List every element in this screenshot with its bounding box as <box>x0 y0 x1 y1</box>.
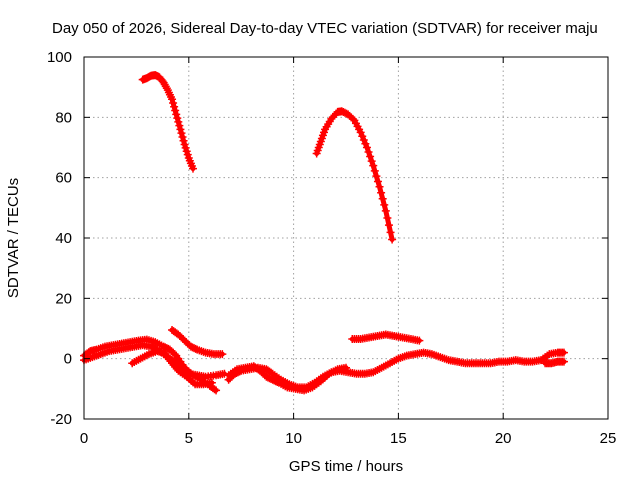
x-axis-label: GPS time / hours <box>289 458 403 475</box>
data-point <box>559 348 568 357</box>
data-point <box>178 132 187 141</box>
data-point <box>342 363 350 372</box>
data-point <box>188 164 197 173</box>
data-point <box>364 148 373 157</box>
data-point <box>366 152 375 161</box>
y-tick-label: 100 <box>47 49 72 66</box>
data-point <box>183 368 192 377</box>
data-point <box>162 84 171 93</box>
data-point <box>372 172 381 181</box>
x-tick-label: 10 <box>285 430 302 447</box>
data-point <box>207 378 216 387</box>
data-point <box>559 357 568 366</box>
data-point <box>388 235 397 244</box>
data-point <box>386 228 395 237</box>
x-tick-label: 15 <box>390 430 407 447</box>
x-tick-label: 25 <box>600 430 617 447</box>
data-point <box>173 114 182 123</box>
data-point <box>384 221 393 230</box>
data-point <box>359 135 368 144</box>
data-point <box>171 106 180 115</box>
data-point <box>380 200 389 209</box>
y-tick-label: 80 <box>55 109 72 126</box>
data-point <box>177 129 186 138</box>
data-point <box>377 188 386 197</box>
series-arc-high-1 <box>138 71 197 173</box>
axis-ticks: 0 5 10 15 20 25 -20 0 20 40 60 80 100 <box>47 49 616 447</box>
data-point <box>378 194 387 203</box>
data-point <box>367 157 376 166</box>
data-point <box>358 132 367 141</box>
data-point <box>370 166 379 175</box>
x-tick-label: 0 <box>80 430 88 447</box>
data-point <box>168 95 177 104</box>
data-point <box>176 125 185 134</box>
data-point <box>210 385 219 394</box>
series-arc-low-h <box>541 357 568 368</box>
series-arc-low-d <box>128 347 229 381</box>
data-point <box>362 143 371 152</box>
data-point <box>361 139 370 148</box>
y-tick-label: 0 <box>64 351 72 368</box>
data-point <box>212 386 221 395</box>
data-point <box>170 102 179 111</box>
chart-title: Day 050 of 2026, Sidereal Day-to-day VTE… <box>52 20 598 37</box>
y-tick-label: 40 <box>55 230 72 247</box>
data-point <box>381 206 390 215</box>
x-tick-label: 5 <box>185 430 193 447</box>
y-tick-label: 20 <box>55 290 72 307</box>
y-tick-label: -20 <box>50 411 72 428</box>
data-point <box>356 128 365 137</box>
data-point <box>179 136 188 145</box>
data-point <box>383 214 392 223</box>
data-point <box>348 114 357 123</box>
data-point <box>369 161 378 170</box>
data-point <box>375 182 384 191</box>
data-point <box>218 350 227 359</box>
data-point <box>172 110 181 119</box>
y-tick-label: 60 <box>55 170 72 187</box>
data-point <box>191 344 200 353</box>
data-point <box>170 350 179 359</box>
data-point <box>373 177 382 186</box>
series-arc-low-f <box>224 362 350 395</box>
data-point <box>273 378 282 387</box>
data-point <box>174 117 183 126</box>
series-arc-low-c <box>168 326 227 359</box>
data-point <box>415 336 424 345</box>
y-axis-label: SDTVAR / TECUs <box>5 178 22 298</box>
data-point <box>175 121 184 130</box>
series-arc-low-g <box>348 330 424 345</box>
data-point <box>169 99 178 108</box>
plot-data <box>80 71 568 395</box>
series-trace <box>314 108 395 242</box>
x-tick-label: 20 <box>495 430 512 447</box>
series-arc-high-2 <box>312 107 397 244</box>
